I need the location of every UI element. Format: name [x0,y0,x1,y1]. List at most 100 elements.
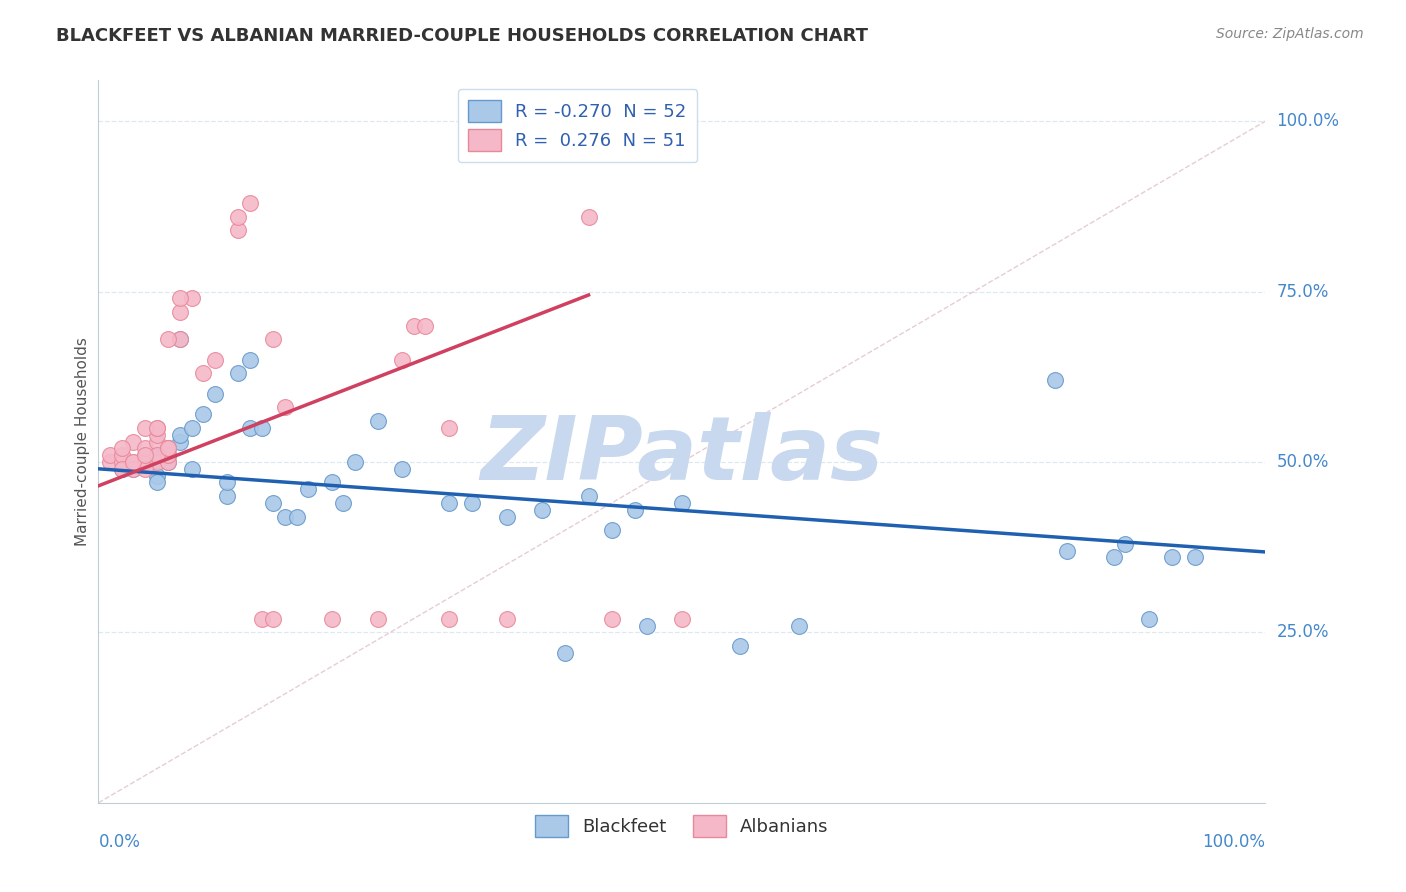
Point [274,401,297,415]
Point [250,612,273,626]
Point [413,318,436,333]
Point [391,462,413,476]
Point [1045,373,1067,387]
Point [146,448,169,462]
Point [730,639,752,653]
Text: 50.0%: 50.0% [1277,453,1329,471]
Point [146,455,169,469]
Point [367,612,389,626]
Point [146,455,169,469]
Point [193,407,215,421]
Point [600,612,623,626]
Point [122,462,145,476]
Point [332,496,354,510]
Point [228,223,250,237]
Point [600,523,623,537]
Point [193,367,215,381]
Point [461,496,484,510]
Point [262,332,284,346]
Point [146,427,169,442]
Point [321,612,343,626]
Point [157,442,180,456]
Text: BLACKFEET VS ALBANIAN MARRIED-COUPLE HOUSEHOLDS CORRELATION CHART: BLACKFEET VS ALBANIAN MARRIED-COUPLE HOU… [56,27,869,45]
Point [146,434,169,449]
Point [344,455,367,469]
Point [157,448,180,462]
Point [157,455,180,469]
Point [134,455,156,469]
Point [146,468,169,483]
Point [215,475,238,490]
Point [250,421,273,435]
Point [496,612,519,626]
Point [157,455,180,469]
Point [169,332,191,346]
Point [274,509,297,524]
Text: Source: ZipAtlas.com: Source: ZipAtlas.com [1216,27,1364,41]
Point [228,367,250,381]
Point [134,442,156,456]
Point [437,496,460,510]
Point [111,442,134,456]
Point [180,462,202,476]
Point [262,496,284,510]
Point [122,434,145,449]
Y-axis label: Married-couple Households: Married-couple Households [75,337,90,546]
Point [437,612,460,626]
Point [1184,550,1206,565]
Point [1114,537,1136,551]
Point [578,210,600,224]
Point [111,455,134,469]
Point [157,442,180,456]
Point [239,421,262,435]
Point [111,462,134,476]
Point [157,448,180,462]
Point [157,442,180,456]
Point [146,475,169,490]
Point [111,462,134,476]
Text: 75.0%: 75.0% [1277,283,1329,301]
Point [367,414,389,428]
Point [578,489,600,503]
Point [239,352,262,367]
Legend: Blackfeet, Albanians: Blackfeet, Albanians [527,808,837,845]
Point [169,332,191,346]
Point [1161,550,1184,565]
Point [437,421,460,435]
Point [146,448,169,462]
Point [169,427,191,442]
Point [1102,550,1125,565]
Point [134,462,156,476]
Point [204,352,226,367]
Point [321,475,343,490]
Point [134,421,156,435]
Point [146,421,169,435]
Point [285,509,308,524]
Point [1056,543,1078,558]
Point [134,455,156,469]
Text: ZIPatlas: ZIPatlas [481,412,883,500]
Point [624,502,647,516]
Point [787,618,810,632]
Point [122,462,145,476]
Point [671,612,693,626]
Text: 100.0%: 100.0% [1202,833,1265,851]
Point [671,496,693,510]
Point [554,646,576,660]
Point [496,509,519,524]
Point [391,352,413,367]
Point [262,612,284,626]
Point [239,196,262,211]
Point [122,455,145,469]
Point [297,482,319,496]
Point [169,434,191,449]
Point [146,421,169,435]
Point [134,448,156,462]
Point [98,448,121,462]
Point [157,448,180,462]
Point [204,387,226,401]
Point [98,455,121,469]
Point [215,489,238,503]
Point [402,318,425,333]
Text: 100.0%: 100.0% [1277,112,1340,130]
